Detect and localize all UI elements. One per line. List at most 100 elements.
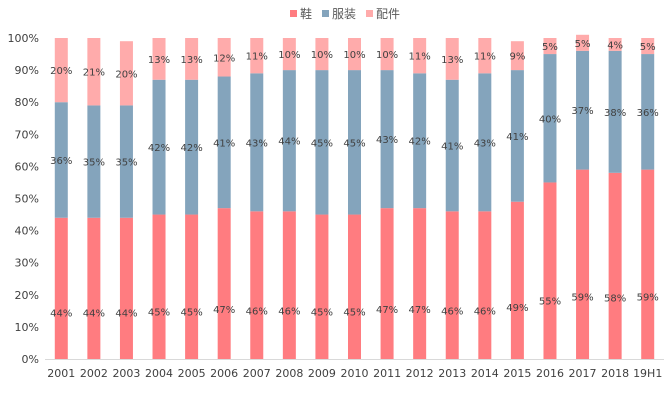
data-label: 38% [604, 108, 626, 119]
data-label: 45% [311, 138, 333, 149]
bar-segment-apparel [54, 102, 68, 218]
legend-swatch [322, 10, 329, 17]
y-tick-label: 20% [15, 289, 39, 302]
data-label: 13% [148, 55, 170, 66]
bar-segment-shoes [282, 211, 296, 359]
data-label: 41% [441, 142, 463, 153]
x-tick-label: 2016 [536, 367, 564, 380]
data-label: 59% [571, 293, 593, 304]
bar-segment-shoes [348, 214, 361, 359]
x-tick-label: 2004 [145, 367, 173, 380]
x-tick-label: 2012 [406, 367, 434, 380]
x-tick-label: 19H1 [633, 367, 662, 380]
data-label: 58% [604, 294, 626, 305]
bar-segment-apparel [478, 73, 492, 212]
bar-segment-shoes [54, 217, 68, 359]
data-label: 10% [311, 50, 333, 61]
data-label: 47% [376, 305, 398, 316]
data-label: 13% [441, 55, 463, 66]
data-label: 42% [148, 143, 170, 154]
bar-segment-accessories [380, 38, 394, 71]
data-label: 44% [115, 308, 137, 319]
x-tick-label: 2009 [308, 367, 336, 380]
data-label: 11% [246, 52, 268, 63]
data-label: 9% [509, 52, 525, 63]
legend-label: 鞋 [300, 6, 312, 21]
data-label: 10% [343, 50, 365, 61]
data-label: 47% [213, 305, 235, 316]
y-tick-label: 10% [15, 321, 39, 334]
data-label: 46% [474, 306, 496, 317]
bar-segment-shoes [185, 214, 199, 359]
bar-segment-apparel [608, 50, 622, 173]
bar-segment-apparel [543, 54, 557, 183]
data-label: 37% [571, 106, 593, 117]
data-label: 45% [180, 307, 202, 318]
bar-segment-accessories [445, 38, 459, 80]
bar-segment-apparel [152, 79, 166, 215]
y-tick-label: 40% [15, 225, 39, 238]
data-label: 42% [180, 143, 202, 154]
bar-segment-shoes [608, 172, 622, 359]
bar-segment-apparel [510, 70, 524, 202]
bar-segment-accessories [185, 38, 199, 80]
data-label: 11% [409, 52, 431, 63]
data-label: 44% [50, 308, 72, 319]
data-label: 49% [506, 303, 528, 314]
x-tick-label: 2017 [569, 367, 597, 380]
bar-segment-apparel [217, 76, 231, 209]
bar-segment-shoes [315, 214, 329, 359]
x-tick-label: 2015 [503, 367, 531, 380]
data-label: 45% [148, 307, 170, 318]
bar-segment-accessories [119, 41, 133, 106]
legend-label: 服装 [332, 7, 356, 21]
y-tick-label: 80% [15, 96, 39, 109]
y-tick-label: 90% [15, 64, 39, 77]
bar-segment-shoes [380, 208, 394, 359]
x-tick-label: 2006 [210, 367, 238, 380]
data-label: 4% [607, 40, 623, 51]
data-label: 46% [246, 306, 268, 317]
data-label: 43% [376, 135, 398, 146]
bar-segment-shoes [445, 211, 459, 359]
data-label: 42% [409, 137, 431, 148]
y-tick-label: 50% [15, 193, 39, 206]
bar-segment-apparel [576, 50, 590, 170]
bar-segment-shoes [250, 211, 264, 359]
data-label: 12% [213, 53, 235, 64]
data-label: 10% [376, 50, 398, 61]
bar-segment-shoes [119, 217, 133, 359]
x-tick-label: 2011 [373, 367, 401, 380]
data-label: 35% [115, 158, 137, 169]
bar-segment-accessories [217, 38, 231, 77]
bar-segment-apparel [119, 105, 133, 218]
data-label: 13% [180, 55, 202, 66]
x-tick-label: 2001 [47, 367, 75, 380]
bar-segment-apparel [641, 54, 655, 170]
bar-segment-apparel [380, 70, 394, 209]
bar-segment-shoes [478, 211, 492, 359]
x-tick-label: 2018 [601, 367, 629, 380]
data-label: 45% [343, 138, 365, 149]
bar-segment-shoes [641, 169, 655, 359]
y-tick-label: 60% [15, 160, 39, 173]
data-label: 43% [246, 138, 268, 149]
y-tick-label: 0% [22, 353, 39, 366]
x-tick-label: 2014 [471, 367, 499, 380]
data-label: 46% [278, 306, 300, 317]
bar-segment-accessories [250, 38, 264, 74]
bar-segment-apparel [282, 70, 296, 212]
x-tick-label: 2003 [112, 367, 140, 380]
data-label: 44% [83, 308, 105, 319]
bar-segment-apparel [250, 73, 264, 212]
data-label: 45% [343, 307, 365, 318]
data-label: 43% [474, 138, 496, 149]
bar-segment-shoes [413, 208, 427, 359]
bar-segment-accessories [413, 38, 427, 74]
bar-segment-accessories [54, 38, 68, 103]
data-label: 11% [474, 52, 496, 63]
data-label: 5% [542, 42, 558, 53]
x-tick-label: 2010 [341, 367, 369, 380]
bar-segment-shoes [576, 169, 590, 359]
